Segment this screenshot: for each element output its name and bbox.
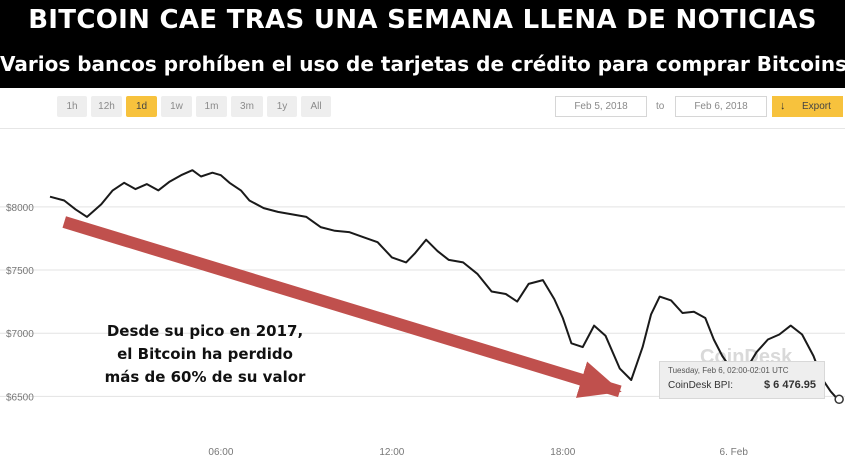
tooltip-date: Tuesday, Feb 6, 02:00-02:01 UTC: [668, 366, 789, 375]
range-button-1d[interactable]: 1d: [126, 96, 157, 117]
annotation-line: más de 60% de su valor: [105, 368, 306, 386]
annotation-line: el Bitcoin ha perdido: [117, 345, 293, 363]
y-tick-label: $6500: [6, 392, 34, 403]
tooltip-label: CoinDesk BPI:: [668, 380, 734, 391]
export-label: Export: [802, 101, 831, 112]
price-tooltip: Tuesday, Feb 6, 02:00-02:01 UTC CoinDesk…: [659, 361, 825, 399]
range-button-1y[interactable]: 1y: [267, 96, 297, 117]
range-button-all[interactable]: All: [301, 96, 331, 117]
x-tick-label: 06:00: [208, 447, 233, 458]
export-button[interactable]: ↓ Export: [772, 96, 843, 117]
x-tick-label: 12:00: [379, 447, 404, 458]
hover-point: [834, 394, 844, 405]
range-button-1m[interactable]: 1m: [196, 96, 227, 117]
range-button-1h[interactable]: 1h: [57, 96, 87, 117]
x-tick-label: 18:00: [550, 447, 575, 458]
range-button-3m[interactable]: 3m: [231, 96, 263, 117]
range-button-12h[interactable]: 12h: [91, 96, 122, 117]
subheadline: Varios bancos prohíben el uso de tarjeta…: [0, 52, 845, 76]
headline: BITCOIN CAE TRAS UNA SEMANA LLENA DE NOT…: [28, 5, 817, 35]
annotation-line: Desde su pico en 2017,: [107, 322, 303, 340]
trend-arrow: [62, 216, 622, 398]
y-tick-label: $8000: [6, 203, 34, 214]
y-tick-label: $7000: [6, 329, 34, 340]
down-arrow-icon: ↓: [780, 100, 786, 112]
y-tick-label: $7500: [6, 266, 34, 277]
tooltip-value: $ 6 476.95: [764, 379, 816, 391]
range-button-1w[interactable]: 1w: [161, 96, 192, 117]
toolbar-divider: [0, 128, 845, 129]
x-tick-label: 6. Feb: [720, 447, 749, 458]
date-to-field[interactable]: Feb 6, 2018: [675, 96, 767, 117]
header-banner: [0, 0, 845, 88]
date-range-to-label: to: [656, 101, 665, 112]
date-from-field[interactable]: Feb 5, 2018: [555, 96, 647, 117]
